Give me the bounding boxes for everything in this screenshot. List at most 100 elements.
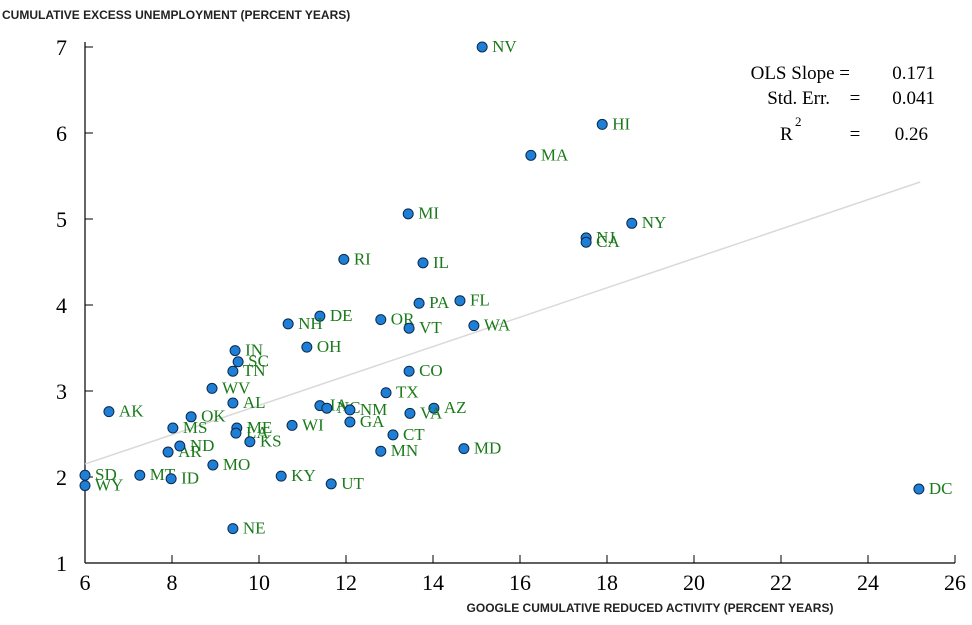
point bbox=[301, 341, 313, 353]
point bbox=[458, 443, 470, 455]
point bbox=[167, 422, 179, 434]
stat-label: Std. Err. bbox=[767, 88, 830, 109]
point-label: OK bbox=[201, 407, 226, 426]
point-label: VT bbox=[419, 318, 442, 337]
point bbox=[913, 483, 925, 495]
point-label: AZ bbox=[444, 398, 467, 417]
point bbox=[380, 387, 392, 399]
point bbox=[338, 253, 350, 265]
point-label: SC bbox=[248, 352, 269, 371]
point bbox=[314, 310, 326, 322]
x-tick-label: 18 bbox=[596, 570, 618, 595]
stat-sup: 2 bbox=[795, 114, 802, 129]
point bbox=[162, 446, 174, 458]
point bbox=[275, 470, 287, 482]
x-tick-label: 22 bbox=[770, 570, 792, 595]
point-label: MS bbox=[183, 418, 208, 437]
point-label: GA bbox=[360, 412, 385, 431]
stat-value: 0.171 bbox=[892, 63, 935, 84]
point bbox=[244, 436, 256, 448]
point bbox=[206, 382, 218, 394]
point-label: TN bbox=[243, 361, 266, 380]
point bbox=[229, 345, 241, 357]
stat-label: R bbox=[780, 124, 793, 145]
y-tick-label: 2 bbox=[56, 465, 67, 490]
y-tick-label: 1 bbox=[56, 551, 67, 576]
point-label: HI bbox=[612, 114, 630, 133]
y-tick-label: 6 bbox=[56, 121, 67, 146]
point-label: KS bbox=[260, 432, 282, 451]
point-label: IL bbox=[433, 253, 449, 272]
point bbox=[286, 419, 298, 431]
point bbox=[79, 469, 91, 481]
x-tick-label: 12 bbox=[335, 570, 357, 595]
point bbox=[413, 297, 425, 309]
point-label: NJ bbox=[596, 228, 615, 247]
point bbox=[325, 478, 337, 490]
x-tick-label: 14 bbox=[422, 570, 444, 595]
point bbox=[596, 118, 608, 130]
point bbox=[402, 208, 414, 220]
point bbox=[227, 523, 239, 535]
point bbox=[525, 149, 537, 161]
point-label: PA bbox=[429, 293, 450, 312]
point bbox=[454, 295, 466, 307]
point-label: NM bbox=[360, 400, 387, 419]
point bbox=[476, 41, 488, 53]
point bbox=[375, 445, 387, 457]
point bbox=[207, 459, 219, 471]
point bbox=[103, 406, 115, 418]
point-label: ME bbox=[247, 418, 273, 437]
point bbox=[626, 217, 638, 229]
point bbox=[417, 257, 429, 269]
point-label: WI bbox=[302, 415, 324, 434]
point-label: NE bbox=[243, 519, 266, 538]
point-label: MO bbox=[223, 455, 250, 474]
point-label: MI bbox=[418, 204, 439, 223]
y-tick-label: 3 bbox=[56, 379, 67, 404]
y-tick-label: 7 bbox=[56, 35, 67, 60]
stat-label: OLS Slope = bbox=[751, 63, 850, 84]
point-label: NY bbox=[642, 213, 667, 232]
point bbox=[404, 407, 416, 419]
point-label: IN bbox=[245, 340, 263, 359]
point-label: VA bbox=[420, 403, 443, 422]
point bbox=[468, 320, 480, 332]
point-label: KY bbox=[291, 466, 316, 485]
point bbox=[165, 473, 177, 485]
point-label: WV bbox=[222, 378, 251, 397]
point-label: IA bbox=[330, 396, 349, 415]
x-tick-label: 8 bbox=[167, 570, 178, 595]
x-tick-label: 24 bbox=[857, 570, 879, 595]
stat-value: 0.041 bbox=[892, 88, 935, 109]
y-tick-label: 5 bbox=[56, 207, 67, 232]
point-label: DE bbox=[330, 306, 353, 325]
point-label: SD bbox=[95, 465, 117, 484]
point bbox=[403, 322, 415, 334]
point bbox=[185, 411, 197, 423]
point bbox=[387, 429, 399, 441]
fit-line bbox=[84, 181, 921, 465]
point-label: MA bbox=[541, 145, 569, 164]
point-label: RI bbox=[354, 249, 371, 268]
x-tick-label: 16 bbox=[509, 570, 531, 595]
point bbox=[580, 236, 592, 248]
point bbox=[227, 365, 239, 377]
point bbox=[282, 318, 294, 330]
x-tick-label: 6 bbox=[80, 570, 91, 595]
point bbox=[344, 404, 356, 416]
point bbox=[232, 356, 244, 368]
point bbox=[134, 469, 146, 481]
point-label: WA bbox=[484, 316, 511, 335]
point bbox=[375, 314, 387, 326]
point bbox=[79, 480, 91, 492]
point-label: OH bbox=[317, 337, 342, 356]
point bbox=[344, 416, 356, 428]
point-label: MN bbox=[391, 441, 418, 460]
x-tick-label: 20 bbox=[683, 570, 705, 595]
point bbox=[227, 397, 239, 409]
point bbox=[403, 365, 415, 377]
point-label: NH bbox=[298, 314, 323, 333]
point-label: DC bbox=[929, 479, 953, 498]
